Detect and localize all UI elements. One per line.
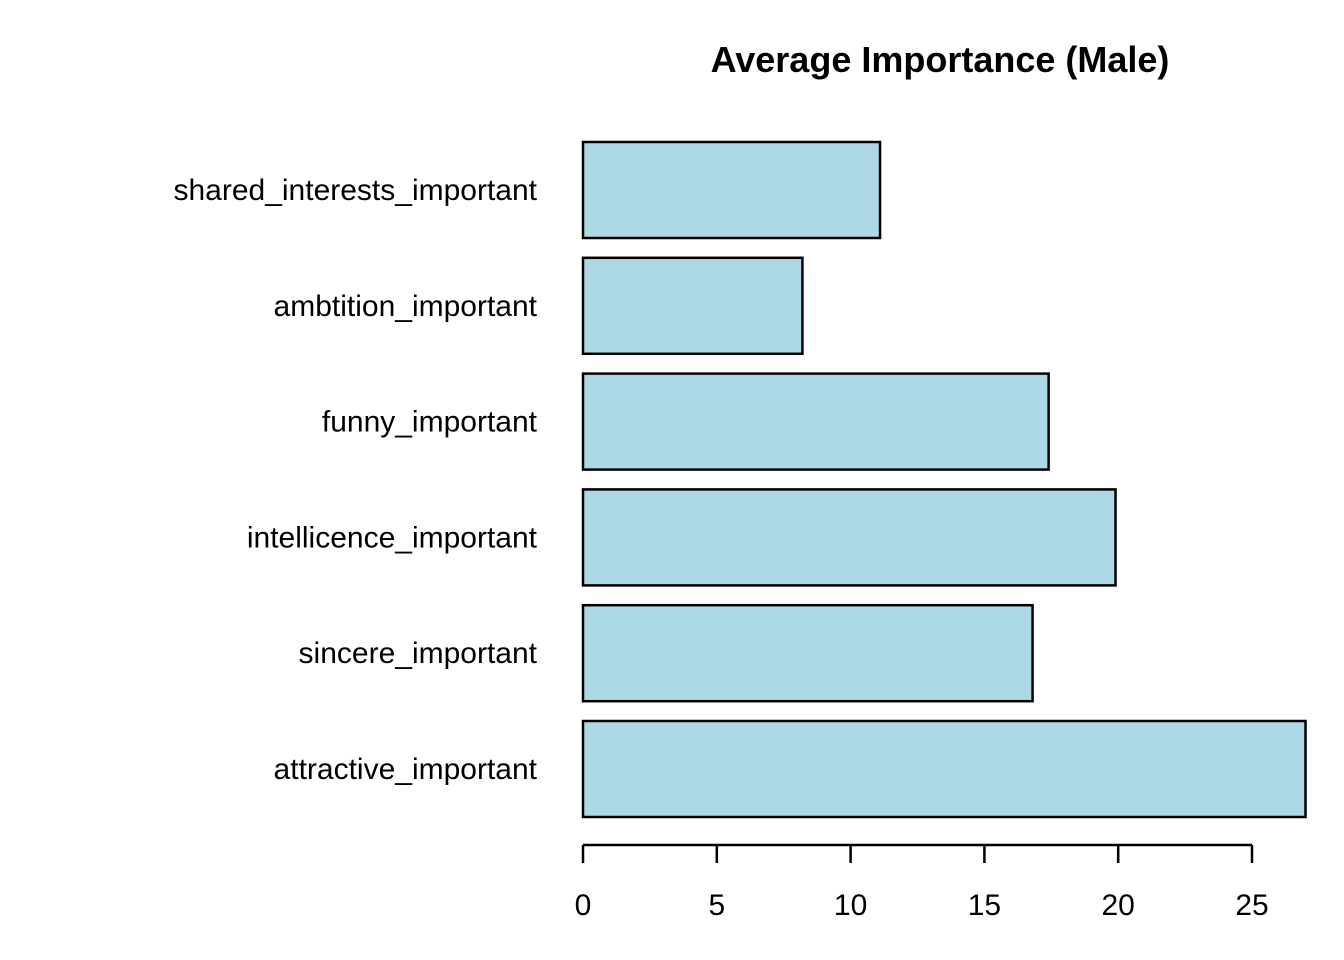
x-tick-label: 25 xyxy=(1235,889,1268,922)
x-tick-label: 15 xyxy=(968,889,1001,922)
x-tick-label: 0 xyxy=(575,889,592,922)
bar-funny_important xyxy=(581,372,1050,471)
bar-sincere_important xyxy=(581,603,1034,703)
bar-shared_interests_important xyxy=(581,140,882,240)
category-label: shared_interests_important xyxy=(173,174,537,207)
x-axis: 0 5 10 15 20 25 xyxy=(575,843,1269,922)
category-label: ambtition_important xyxy=(274,290,538,323)
category-label: attractive_important xyxy=(274,753,538,786)
x-tick-label: 20 xyxy=(1102,889,1135,922)
category-label: funny_important xyxy=(322,406,538,439)
category-label: sincere_important xyxy=(299,637,538,670)
category-label: intellicence_important xyxy=(247,521,538,554)
bar-intellicence_important xyxy=(581,488,1117,587)
chart-title: Average Importance (Male) xyxy=(711,39,1170,80)
category-labels: attractive_important sincere_important int… xyxy=(173,174,537,786)
x-tick-label: 10 xyxy=(834,889,867,922)
bar-ambtition_important xyxy=(581,256,804,356)
bar-attractive_important xyxy=(581,719,1307,819)
bars-layer xyxy=(581,140,1307,819)
x-tick-label: 5 xyxy=(708,889,725,922)
